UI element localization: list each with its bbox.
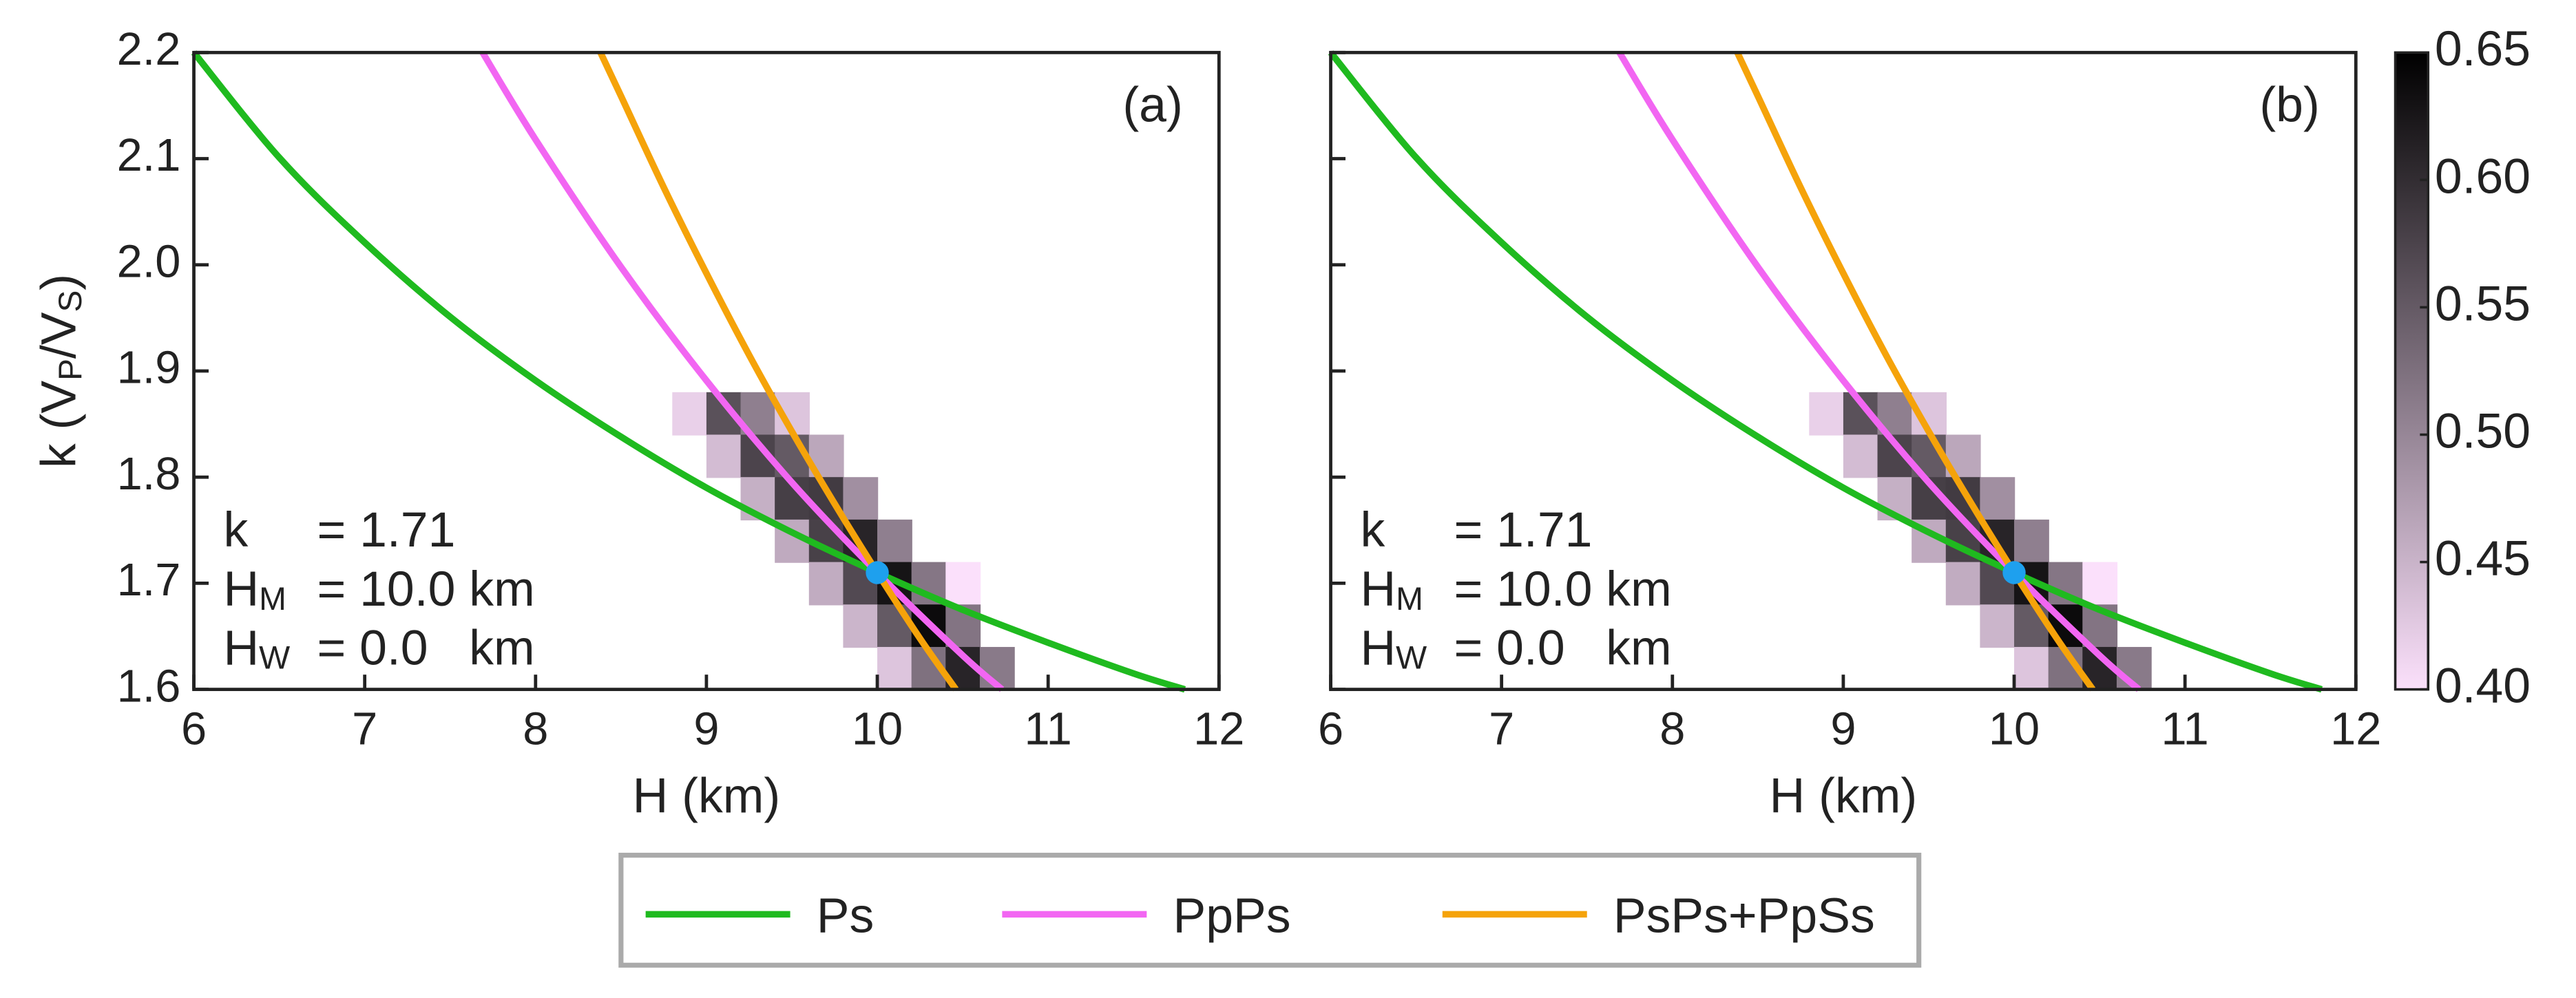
y-axis-label-part: /V: [32, 312, 87, 359]
x-tick-label: 11: [2161, 703, 2209, 754]
heatmap-cell: [877, 519, 912, 563]
y-tick-label: 2.0: [117, 236, 181, 287]
y-tick-label: 2.1: [117, 130, 181, 181]
x-tick-label: 7: [352, 703, 377, 754]
stat-value: = 0.0 km: [1454, 621, 1671, 676]
legend-label: Ps: [817, 888, 875, 943]
heatmap-cell: [945, 562, 981, 606]
heatmap-cell: [2082, 562, 2118, 606]
stat-value: = 1.71: [317, 502, 455, 558]
panel-label: (b): [2259, 77, 2319, 132]
crossing-point: [2002, 561, 2026, 584]
heatmap-cell: [1809, 392, 1845, 436]
legend-box: [618, 852, 1922, 968]
x-tick-label: 12: [1193, 703, 1244, 754]
heatmap-cell: [672, 392, 708, 436]
curve: [1616, 50, 2142, 692]
stat-label: k: [223, 502, 248, 558]
stat-symbol: H: [223, 562, 259, 617]
x-tick-label: 6: [181, 703, 207, 754]
stat-subscript: W: [1396, 639, 1427, 676]
panel: 6 7 8 9 10 11 12 1.6 1.7 1.8 1.9 2.0 2.1 2.2 H (km) k (…: [32, 24, 1245, 823]
colorbar-tick-label: 0.40: [2435, 659, 2531, 714]
x-tick-label: 7: [1489, 703, 1514, 754]
colorbar-tick-label: 0.60: [2435, 149, 2531, 204]
heatmap-cell: [1945, 562, 1981, 606]
stat-label: HW: [1360, 621, 1427, 677]
stat-value: = 10.0 km: [317, 562, 534, 617]
x-tick-label: 9: [1830, 703, 1856, 754]
y-axis-label: k (VP/VS): [32, 274, 89, 468]
stat-symbol: H: [1360, 621, 1396, 676]
stat-label: HW: [223, 621, 290, 677]
heatmap-cell: [1980, 477, 2015, 521]
y-axis-label-part: P: [52, 359, 89, 381]
y-axis-label-part: S: [52, 290, 89, 312]
stat-symbol: k: [1360, 502, 1385, 558]
y-tick-label: 1.6: [117, 661, 181, 712]
heatmap-cell: [877, 646, 912, 690]
y-tick-label: 1.9: [117, 343, 181, 394]
stat-subscript: M: [259, 580, 286, 617]
stat-symbol: H: [1360, 562, 1396, 617]
stat-symbol: k: [223, 502, 248, 558]
stat-value: = 0.0 km: [317, 621, 534, 676]
stat-subscript: M: [1396, 580, 1423, 617]
x-tick-label: 8: [1659, 703, 1685, 754]
colorbar-tick-label: 0.55: [2435, 276, 2531, 331]
panel-label: (a): [1122, 77, 1182, 132]
colorbar: [2394, 51, 2430, 691]
x-tick-label: 9: [693, 703, 719, 754]
x-tick-label: 10: [1989, 703, 2040, 754]
x-tick-label: 11: [1025, 703, 1072, 754]
heatmap-cell: [2014, 604, 2049, 648]
stat-subscript: W: [259, 639, 290, 676]
y-axis-label-part: ): [32, 274, 87, 290]
panel: 6 7 8 9 10 11 12 H (km) (b) k = 1.71 HM = 10.0 km HW =…: [1318, 50, 2381, 823]
heatmap-cell: [2014, 519, 2049, 563]
stat-symbol: H: [223, 621, 259, 676]
x-tick-label: 10: [852, 703, 903, 754]
y-tick-label: 2.2: [117, 24, 181, 75]
y-tick-label: 1.7: [117, 555, 181, 606]
stat-label: HM: [223, 562, 286, 617]
curve: [479, 50, 1005, 692]
x-tick-label: 6: [1318, 703, 1343, 754]
heatmap-cell: [2014, 646, 2049, 690]
x-axis-label: H (km): [633, 768, 781, 823]
stat-label: HM: [1360, 562, 1423, 617]
legend-label: PsPs+PpSs: [1613, 888, 1875, 943]
stat-label: k: [1360, 502, 1385, 558]
legend-label: PpPs: [1173, 888, 1290, 943]
curve: [1734, 51, 2096, 692]
colorbar-tick-label: 0.65: [2435, 21, 2531, 76]
heatmap-cell: [843, 604, 879, 648]
curve: [1328, 50, 2323, 693]
heatmap-cell: [706, 434, 742, 478]
heatmap-cell: [1980, 604, 2015, 648]
y-axis-label-part: k (V: [32, 381, 87, 468]
heatmap-cell: [1843, 434, 1878, 478]
colorbar-tick-label: 0.45: [2435, 531, 2531, 586]
crossing-point: [866, 561, 889, 584]
x-tick-label: 12: [2330, 703, 2381, 754]
y-tick-label: 1.8: [117, 449, 181, 500]
curve: [191, 50, 1186, 693]
colorbar-tick-label: 0.50: [2435, 403, 2531, 458]
curve: [597, 51, 959, 692]
heatmap-cell: [843, 477, 879, 521]
heatmap-cell: [877, 604, 912, 648]
stat-value: = 10.0 km: [1454, 562, 1671, 617]
x-axis-label: H (km): [1770, 768, 1918, 823]
stat-value: = 1.71: [1454, 502, 1592, 558]
x-tick-label: 8: [523, 703, 548, 754]
heatmap-cell: [808, 562, 844, 606]
